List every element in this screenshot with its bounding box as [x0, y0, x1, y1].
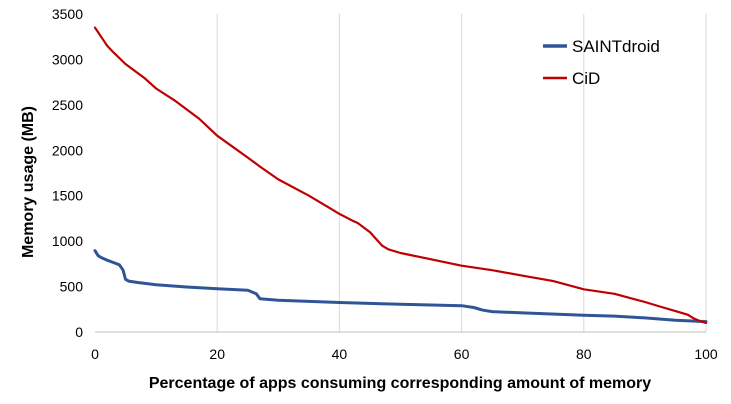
y-tick-label: 1000 [52, 233, 83, 249]
y-tick-labels: 0 500 1000 1500 2000 2500 3000 3500 [52, 6, 83, 340]
x-tick-label: 80 [576, 346, 592, 362]
gridlines [216, 14, 707, 332]
y-tick-label: 0 [75, 324, 83, 340]
y-axis-title: Memory usage (MB) [20, 106, 37, 258]
legend-label-cid: CiD [572, 69, 600, 88]
y-tick-label: 500 [60, 279, 84, 295]
y-tick-label: 3500 [52, 6, 83, 22]
y-tick-label: 1500 [52, 188, 83, 204]
x-tick-label: 100 [694, 346, 718, 362]
x-tick-label: 60 [454, 346, 470, 362]
series-lines [93, 26, 708, 324]
x-tick-label: 40 [332, 346, 348, 362]
series-line-saintdroid [93, 249, 708, 324]
y-tick-label: 3000 [52, 51, 83, 67]
legend: SAINTdroid CiD [543, 37, 660, 88]
x-tick-label: 0 [91, 346, 99, 362]
legend-label-saintdroid: SAINTdroid [572, 37, 660, 56]
y-tick-label: 2500 [52, 97, 83, 113]
x-axis-title: Percentage of apps consuming correspondi… [149, 375, 651, 392]
x-tick-label: 20 [209, 346, 225, 362]
y-tick-label: 2000 [52, 142, 83, 158]
series-line-cid [93, 26, 708, 324]
x-tick-labels: 0 20 40 60 80 100 [91, 346, 718, 362]
